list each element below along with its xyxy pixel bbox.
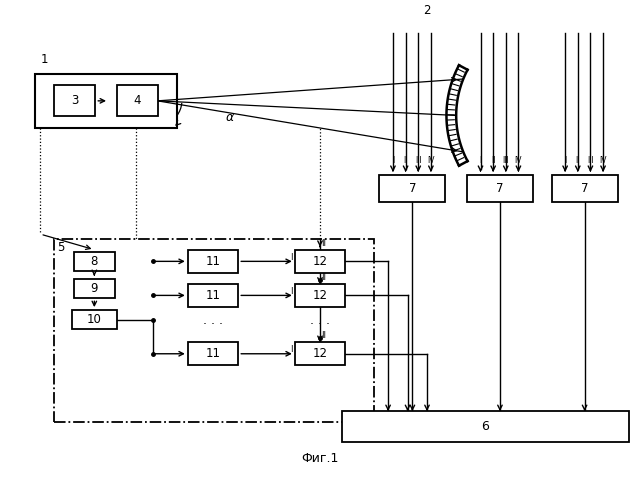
Text: IV: IV <box>515 156 522 165</box>
Text: Фиг.1: Фиг.1 <box>301 452 339 465</box>
Text: 6: 6 <box>481 420 490 433</box>
Text: 7: 7 <box>496 182 504 195</box>
Bar <box>294 250 346 273</box>
Text: 4: 4 <box>133 94 141 107</box>
Text: I: I <box>291 253 292 262</box>
Text: II: II <box>321 273 326 282</box>
Text: 11: 11 <box>205 289 221 302</box>
Bar <box>72 310 116 329</box>
Text: 12: 12 <box>312 255 328 268</box>
Text: 3: 3 <box>71 94 79 107</box>
Text: III: III <box>415 156 422 165</box>
Text: I: I <box>291 345 292 355</box>
Text: 8: 8 <box>91 255 98 268</box>
Text: IV: IV <box>599 156 607 165</box>
Bar <box>294 342 346 366</box>
Text: III: III <box>502 156 509 165</box>
Text: 7: 7 <box>409 182 416 195</box>
Bar <box>35 74 177 128</box>
Bar <box>188 284 238 307</box>
Text: 12: 12 <box>312 289 328 302</box>
Text: II: II <box>403 156 408 165</box>
Text: 11: 11 <box>205 255 221 268</box>
Text: II: II <box>491 156 495 165</box>
Bar <box>74 279 115 298</box>
Text: 7: 7 <box>581 182 588 195</box>
Text: 10: 10 <box>87 313 102 326</box>
Bar <box>188 342 238 366</box>
Bar <box>342 411 629 442</box>
Text: α: α <box>226 111 234 124</box>
Text: 9: 9 <box>91 282 98 295</box>
Bar <box>294 284 346 307</box>
Bar <box>116 85 157 116</box>
Text: 11: 11 <box>205 347 221 360</box>
Text: · · ·: · · · <box>203 318 223 331</box>
Bar <box>74 252 115 271</box>
Bar <box>54 239 374 422</box>
Text: I: I <box>479 156 482 165</box>
Bar <box>552 175 618 202</box>
Bar <box>188 250 238 273</box>
Text: · · ·: · · · <box>310 318 330 331</box>
Text: 12: 12 <box>312 347 328 360</box>
Text: I: I <box>291 287 292 296</box>
Text: IV: IV <box>427 156 435 165</box>
Text: 5: 5 <box>58 241 65 254</box>
Text: I: I <box>392 156 394 165</box>
Bar <box>467 175 533 202</box>
Text: I: I <box>564 156 566 165</box>
Text: II: II <box>321 331 326 340</box>
Bar <box>54 85 95 116</box>
Bar <box>380 175 445 202</box>
Text: III: III <box>587 156 594 165</box>
Text: 1: 1 <box>40 53 48 66</box>
Text: II: II <box>321 239 326 248</box>
Text: II: II <box>575 156 580 165</box>
Text: 2: 2 <box>423 4 431 17</box>
